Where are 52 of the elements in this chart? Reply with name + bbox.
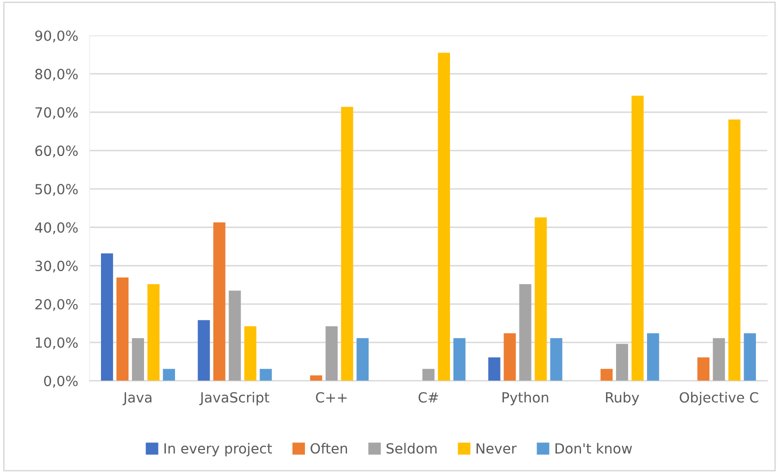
x-tick-label: C#	[418, 392, 438, 403]
bar	[647, 333, 660, 381]
legend-label: Never	[476, 443, 517, 454]
bar	[244, 326, 256, 381]
bar	[728, 119, 740, 381]
bar	[616, 344, 628, 381]
legend-label: In every project	[164, 442, 272, 456]
bar	[116, 278, 129, 381]
bar	[453, 338, 466, 381]
x-tick-label: Objective C	[680, 392, 758, 406]
legend-label: Seldom	[386, 442, 437, 454]
y-tick-label: 90,0%	[35, 30, 78, 42]
legend-label: Often	[310, 442, 347, 454]
bar	[147, 284, 160, 381]
y-tick-label: 20,0%	[35, 299, 78, 311]
y-tick-label: 30,0%	[35, 260, 78, 273]
y-tick-label: 40,0%	[35, 222, 78, 234]
y-tick-label: 0,0%	[44, 376, 78, 388]
bar	[504, 333, 516, 381]
bar	[100, 253, 114, 381]
y-tick-label: 60,0%	[35, 146, 78, 158]
bar	[712, 338, 725, 381]
bar	[744, 333, 756, 381]
bar	[162, 368, 176, 381]
bar	[550, 338, 562, 381]
x-tick-label: JavaScript	[199, 392, 270, 406]
y-tick-label: 80,0%	[35, 68, 78, 81]
y-tick-label: 10,0%	[36, 337, 78, 350]
bar	[341, 106, 354, 381]
y-tick-label: 50,0%	[35, 184, 78, 196]
x-tick-label: Python	[502, 392, 548, 406]
bar	[132, 338, 144, 381]
bar	[422, 368, 434, 381]
x-tick-label: C++	[316, 392, 347, 403]
legend-label: Don't know	[556, 442, 632, 454]
bar	[260, 368, 272, 381]
bar	[697, 357, 710, 381]
bar	[600, 368, 613, 381]
bar	[326, 326, 338, 381]
bar	[632, 96, 644, 381]
bar	[534, 217, 547, 381]
bar	[438, 52, 450, 381]
x-tick-label: Ruby	[606, 392, 640, 406]
bar	[198, 320, 210, 381]
bar	[213, 222, 226, 381]
y-tick-label: 70,0%	[35, 107, 78, 120]
bar	[488, 357, 500, 381]
bar	[310, 375, 322, 381]
bar	[356, 338, 369, 381]
bar	[228, 290, 241, 381]
x-tick-label: Java	[122, 392, 152, 406]
bar	[519, 284, 532, 381]
